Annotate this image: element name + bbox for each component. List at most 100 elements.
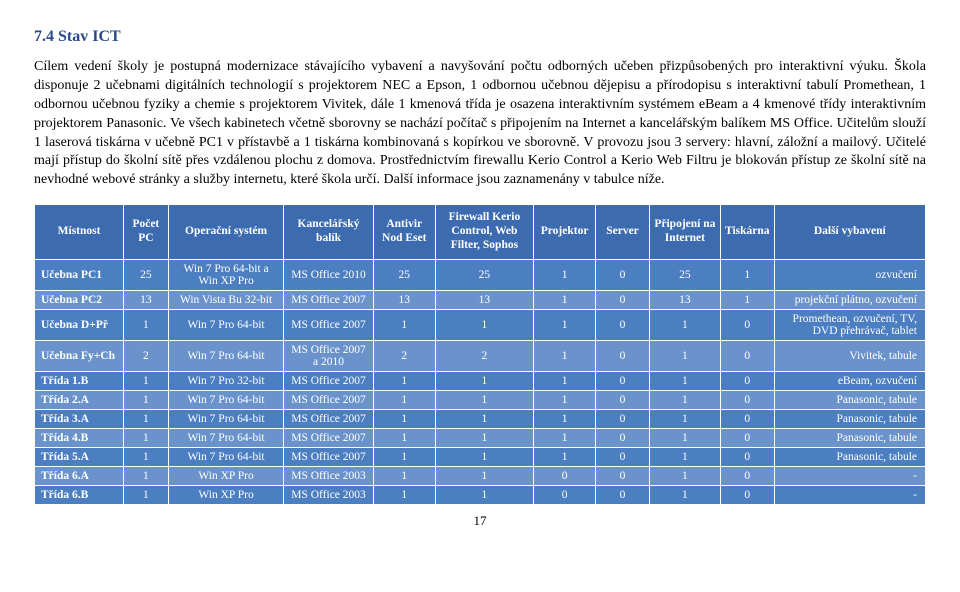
col-header: Připojení na Internet [649, 205, 720, 259]
cell: 1 [373, 309, 435, 340]
cell: MS Office 2007 a 2010 [284, 340, 373, 371]
cell: 1 [533, 290, 595, 309]
cell: 2 [435, 340, 533, 371]
cell: 1 [649, 485, 720, 504]
col-header: Další vybavení [774, 205, 925, 259]
table-row: Třída 5.A1Win 7 Pro 64-bitMS Office 2007… [35, 447, 926, 466]
row-name: Učebna D+Př [35, 309, 124, 340]
cell: 0 [596, 466, 649, 485]
cell: 0 [721, 371, 775, 390]
cell: 1 [533, 259, 595, 290]
cell: 1 [373, 371, 435, 390]
cell: 25 [124, 259, 169, 290]
cell: 1 [649, 371, 720, 390]
table-row: Učebna PC125Win 7 Pro 64-bit a Win XP Pr… [35, 259, 926, 290]
cell: 1 [649, 428, 720, 447]
col-header: Firewall Kerio Control, Web Filter, Soph… [435, 205, 533, 259]
col-header: Tiskárna [721, 205, 775, 259]
cell: 0 [721, 309, 775, 340]
cell: 0 [596, 428, 649, 447]
cell: MS Office 2007 [284, 290, 373, 309]
table-row: Třída 6.B1Win XP ProMS Office 2003110010… [35, 485, 926, 504]
cell: 25 [649, 259, 720, 290]
cell: 1 [649, 309, 720, 340]
cell: Promethean, ozvučení, TV, DVD přehrávač,… [774, 309, 925, 340]
cell: Win 7 Pro 64-bit [168, 390, 284, 409]
cell: 13 [435, 290, 533, 309]
row-name: Třída 4.B [35, 428, 124, 447]
cell: Win Vista Bu 32-bit [168, 290, 284, 309]
cell: 1 [435, 485, 533, 504]
row-name: Třída 6.A [35, 466, 124, 485]
cell: 1 [373, 409, 435, 428]
cell: MS Office 2007 [284, 409, 373, 428]
cell: Win 7 Pro 64-bit [168, 447, 284, 466]
cell: 1 [533, 340, 595, 371]
cell: MS Office 2007 [284, 371, 373, 390]
cell: Vivitek, tabule [774, 340, 925, 371]
cell: 1 [124, 309, 169, 340]
col-header: Projektor [533, 205, 595, 259]
cell: Win 7 Pro 64-bit [168, 409, 284, 428]
cell: 2 [373, 340, 435, 371]
cell: Panasonic, tabule [774, 390, 925, 409]
cell: Panasonic, tabule [774, 409, 925, 428]
col-header: Místnost [35, 205, 124, 259]
cell: 0 [721, 485, 775, 504]
cell: Panasonic, tabule [774, 447, 925, 466]
cell: Panasonic, tabule [774, 428, 925, 447]
cell: 1 [721, 259, 775, 290]
cell: projekční plátno, ozvučení [774, 290, 925, 309]
table-body: Učebna PC125Win 7 Pro 64-bit a Win XP Pr… [35, 259, 926, 504]
cell: 0 [596, 371, 649, 390]
cell: Win 7 Pro 64-bit [168, 309, 284, 340]
col-header: Kancelářský balík [284, 205, 373, 259]
cell: MS Office 2007 [284, 309, 373, 340]
cell: Win XP Pro [168, 466, 284, 485]
cell: ozvučení [774, 259, 925, 290]
table-row: Učebna D+Př1Win 7 Pro 64-bitMS Office 20… [35, 309, 926, 340]
cell: - [774, 485, 925, 504]
row-name: Třída 5.A [35, 447, 124, 466]
table-header-row: MístnostPočet PCOperační systémKancelářs… [35, 205, 926, 259]
cell: 1 [373, 485, 435, 504]
cell: 0 [596, 390, 649, 409]
cell: 0 [721, 390, 775, 409]
cell: 1 [124, 485, 169, 504]
cell: 0 [596, 290, 649, 309]
row-name: Třída 1.B [35, 371, 124, 390]
cell: Win 7 Pro 64-bit a Win XP Pro [168, 259, 284, 290]
cell: 1 [649, 447, 720, 466]
cell: 0 [596, 447, 649, 466]
cell: 25 [435, 259, 533, 290]
cell: 1 [533, 390, 595, 409]
table-row: Třída 4.B1Win 7 Pro 64-bitMS Office 2007… [35, 428, 926, 447]
cell: 1 [533, 371, 595, 390]
cell: 1 [435, 409, 533, 428]
cell: 1 [124, 447, 169, 466]
cell: 1 [533, 428, 595, 447]
cell: 1 [649, 409, 720, 428]
table-row: Učebna PC2 13 Win Vista Bu 32-bitMS Office… [35, 290, 926, 309]
cell: 1 [649, 390, 720, 409]
cell: 1 [649, 466, 720, 485]
ict-table: MístnostPočet PCOperační systémKancelářs… [34, 204, 926, 504]
table-row: Třída 6.A1Win XP ProMS Office 2003110010… [35, 466, 926, 485]
row-name: Učebna PC2 [35, 290, 124, 309]
cell: 1 [435, 466, 533, 485]
page-number: 17 [34, 513, 926, 529]
table-row: Třída 1.B1Win 7 Pro 32-bitMS Office 2007… [35, 371, 926, 390]
cell: 0 [721, 447, 775, 466]
cell: 1 [435, 447, 533, 466]
col-header: Počet PC [124, 205, 169, 259]
cell: MS Office 2007 [284, 390, 373, 409]
cell: 1 [124, 466, 169, 485]
cell: 13 [649, 290, 720, 309]
cell: 0 [721, 428, 775, 447]
cell: 2 [124, 340, 169, 371]
cell: 1 [533, 309, 595, 340]
col-header: Server [596, 205, 649, 259]
cell: MS Office 2007 [284, 428, 373, 447]
row-name: Třída 3.A [35, 409, 124, 428]
col-header: Operační systém [168, 205, 284, 259]
